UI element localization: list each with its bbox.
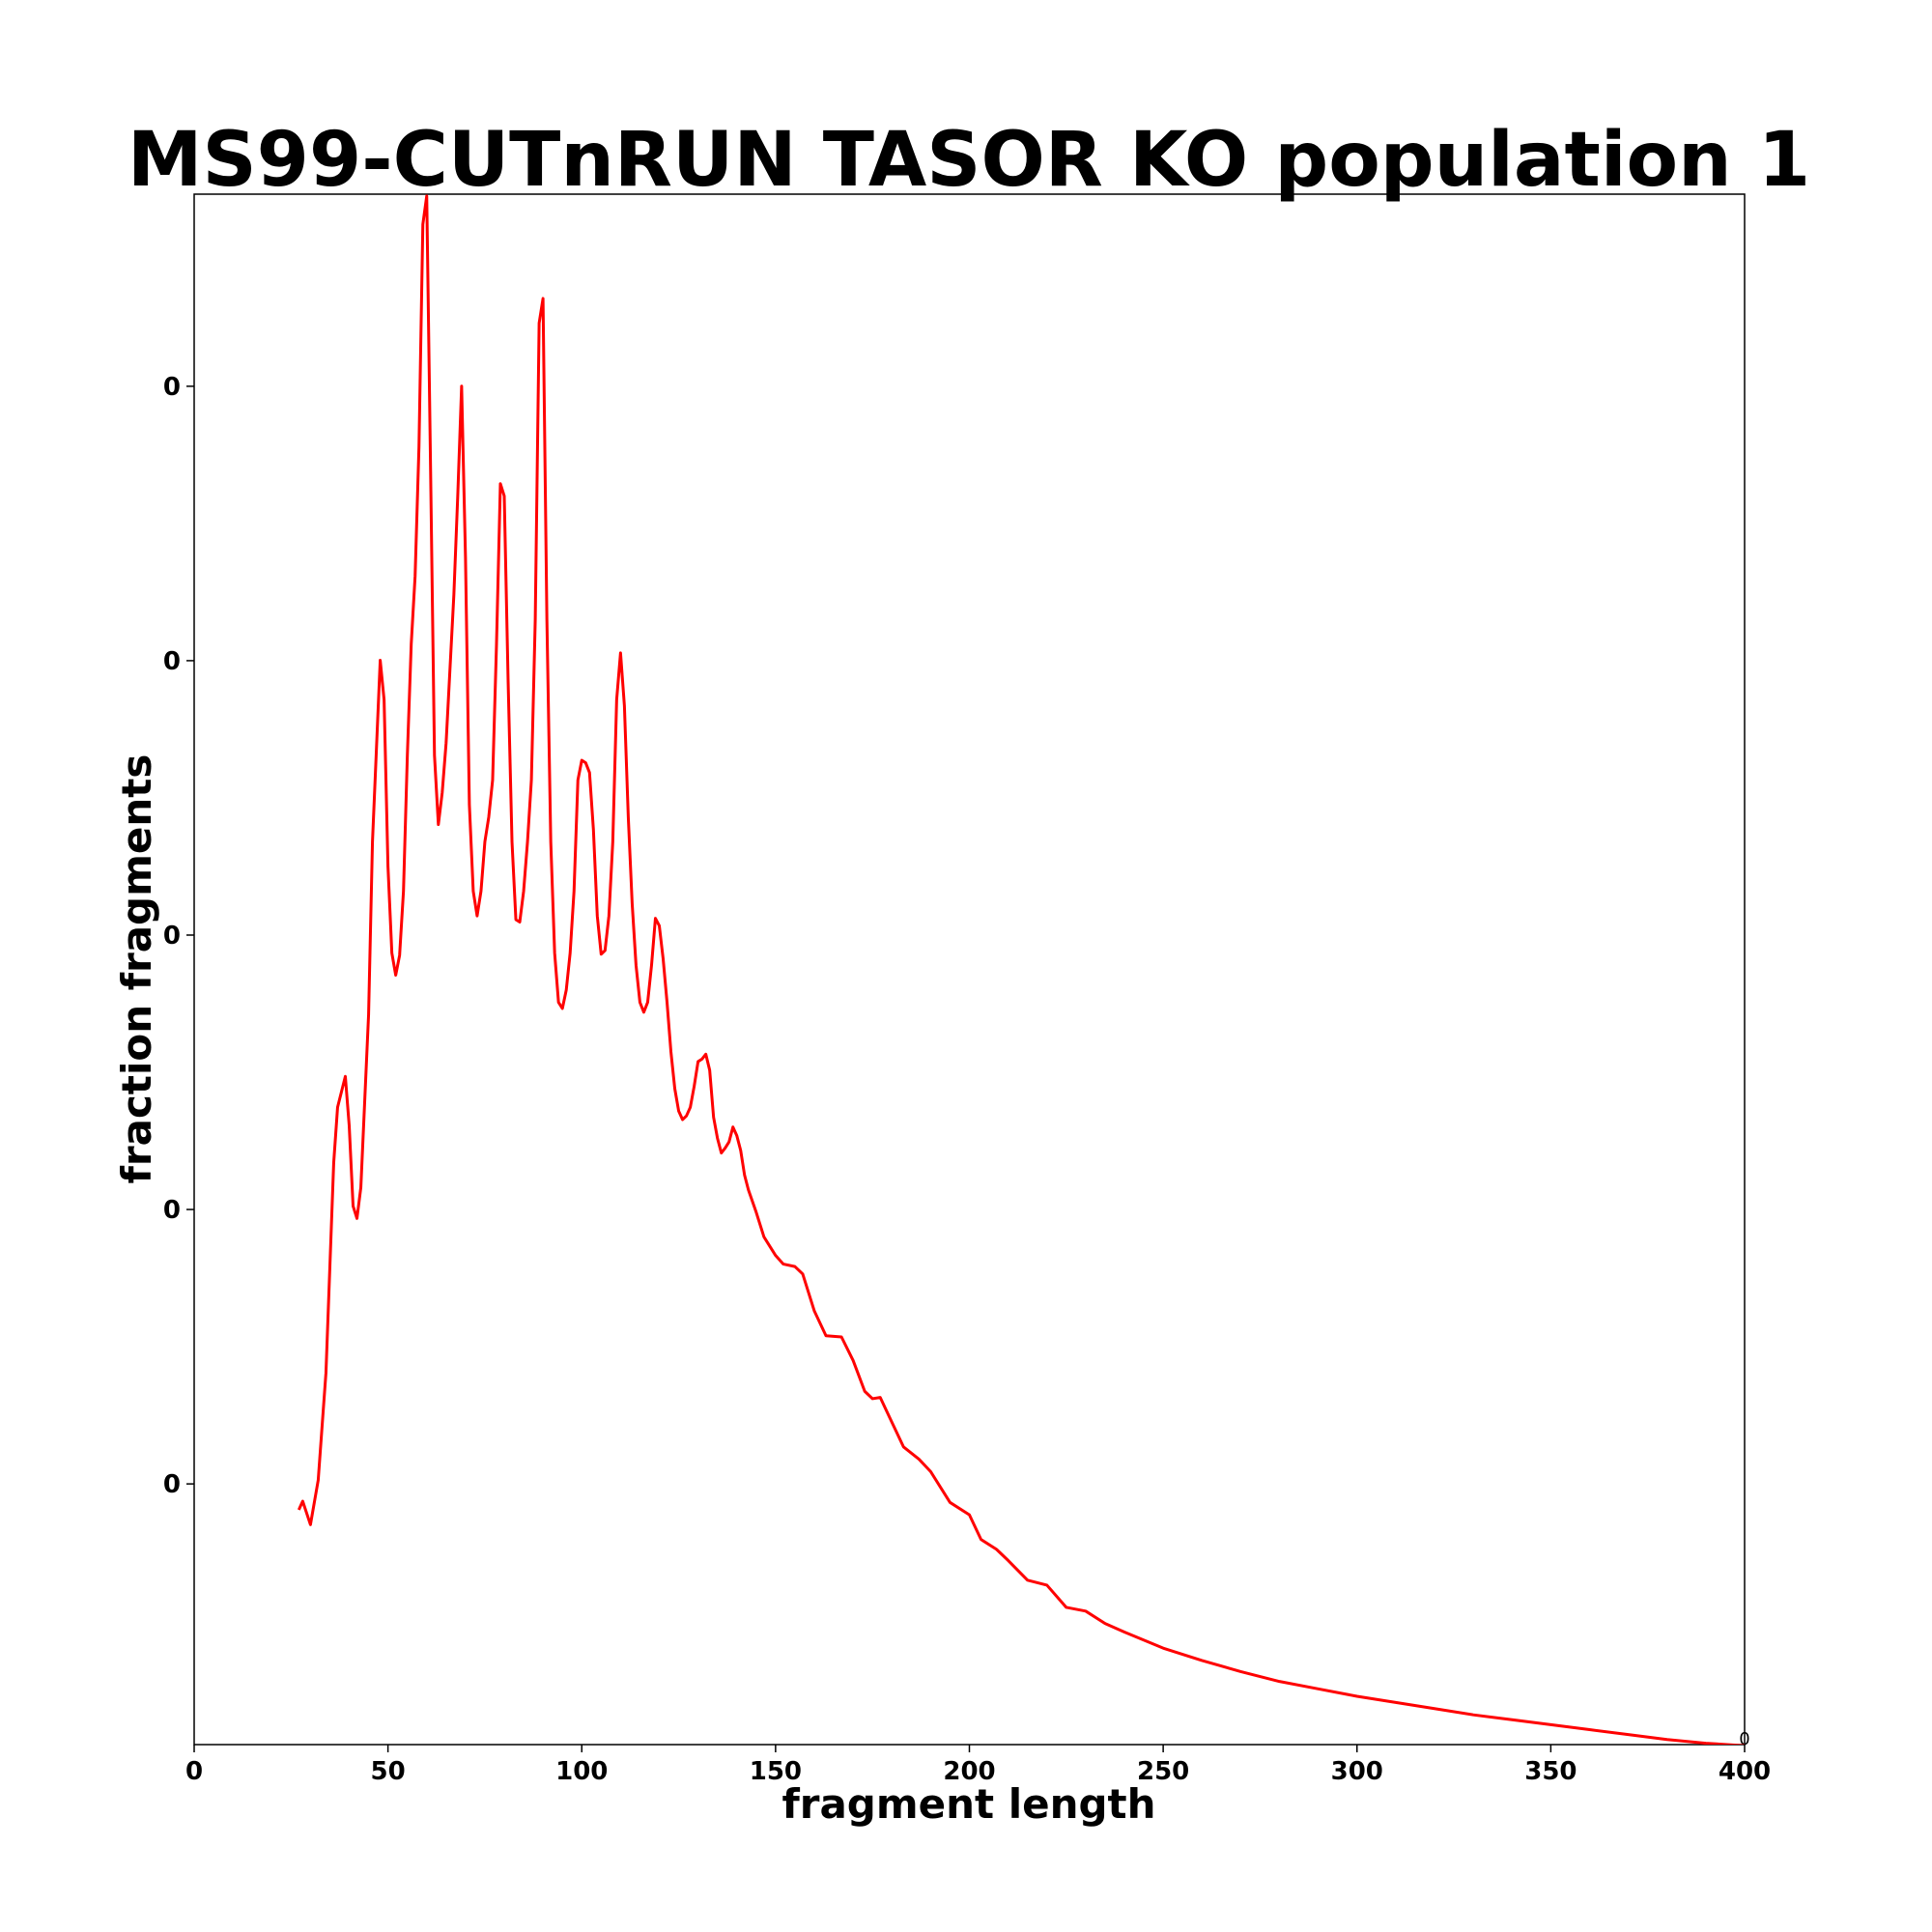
chart-title: MS99-CUTnRUN TASOR KO population 1: [128, 117, 1810, 204]
x-tick-label: 100: [555, 1757, 608, 1786]
y-tick-label: 0: [163, 922, 181, 951]
y-axis-label: fraction fragments: [113, 754, 160, 1184]
x-tick-label: 400: [1719, 1757, 1771, 1786]
y-tick-label: 0: [163, 647, 181, 676]
x-tick-label: 200: [943, 1757, 995, 1786]
x-tick-label: 50: [371, 1757, 406, 1786]
x-tick-label: 250: [1137, 1757, 1189, 1786]
x-tick-label: 0: [185, 1757, 203, 1786]
y-tick-label: 0: [163, 1196, 181, 1225]
x-tick-label: 150: [750, 1757, 802, 1786]
x-tick-label: 300: [1331, 1757, 1383, 1786]
y-tick-label: 0: [163, 1470, 181, 1499]
data-line: [297, 194, 1745, 1745]
x-tick-label: 350: [1524, 1757, 1577, 1786]
y-tick-label: 0: [163, 373, 181, 402]
plot-frame: [193, 193, 1746, 1746]
x-axis-label: fragment length: [781, 1780, 1155, 1828]
